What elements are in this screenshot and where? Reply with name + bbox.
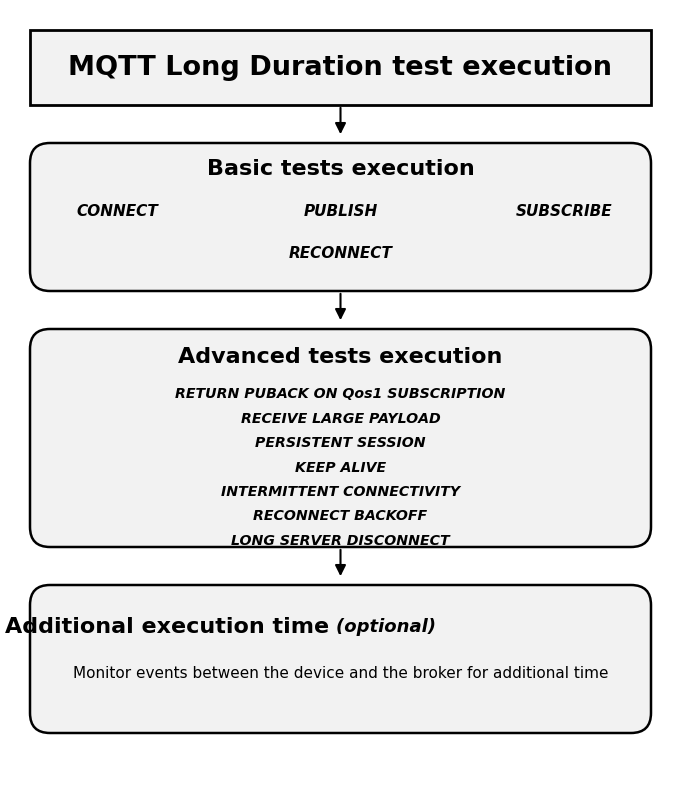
FancyBboxPatch shape (30, 329, 651, 547)
Text: CONNECT: CONNECT (76, 203, 158, 218)
Text: SUBSCRIBE: SUBSCRIBE (516, 203, 612, 218)
Text: Advanced tests execution: Advanced tests execution (178, 347, 503, 367)
Text: RETURN PUBACK ON Qos1 SUBSCRIPTION: RETURN PUBACK ON Qos1 SUBSCRIPTION (175, 387, 506, 401)
Text: RECONNECT: RECONNECT (289, 246, 392, 261)
Text: PERSISTENT SESSION: PERSISTENT SESSION (255, 436, 426, 450)
Text: PUBLISH: PUBLISH (303, 203, 378, 218)
FancyBboxPatch shape (30, 585, 651, 733)
Text: KEEP ALIVE: KEEP ALIVE (295, 460, 386, 474)
Text: (​optional): (​optional) (336, 618, 437, 636)
Text: Basic tests execution: Basic tests execution (206, 159, 475, 179)
Bar (30, 30, 651, 105)
Text: Additional execution time: Additional execution time (5, 617, 336, 637)
Text: RECEIVE LARGE PAYLOAD: RECEIVE LARGE PAYLOAD (240, 411, 441, 426)
Text: LONG SERVER DISCONNECT: LONG SERVER DISCONNECT (231, 534, 450, 548)
Text: INTERMITTENT CONNECTIVITY: INTERMITTENT CONNECTIVITY (221, 485, 460, 499)
Text: Monitor events between the device and the broker for additional time: Monitor events between the device and th… (73, 666, 608, 681)
Text: RECONNECT BACKOFF: RECONNECT BACKOFF (253, 510, 428, 523)
Text: MQTT Long Duration test execution: MQTT Long Duration test execution (69, 54, 612, 80)
FancyBboxPatch shape (30, 143, 651, 291)
